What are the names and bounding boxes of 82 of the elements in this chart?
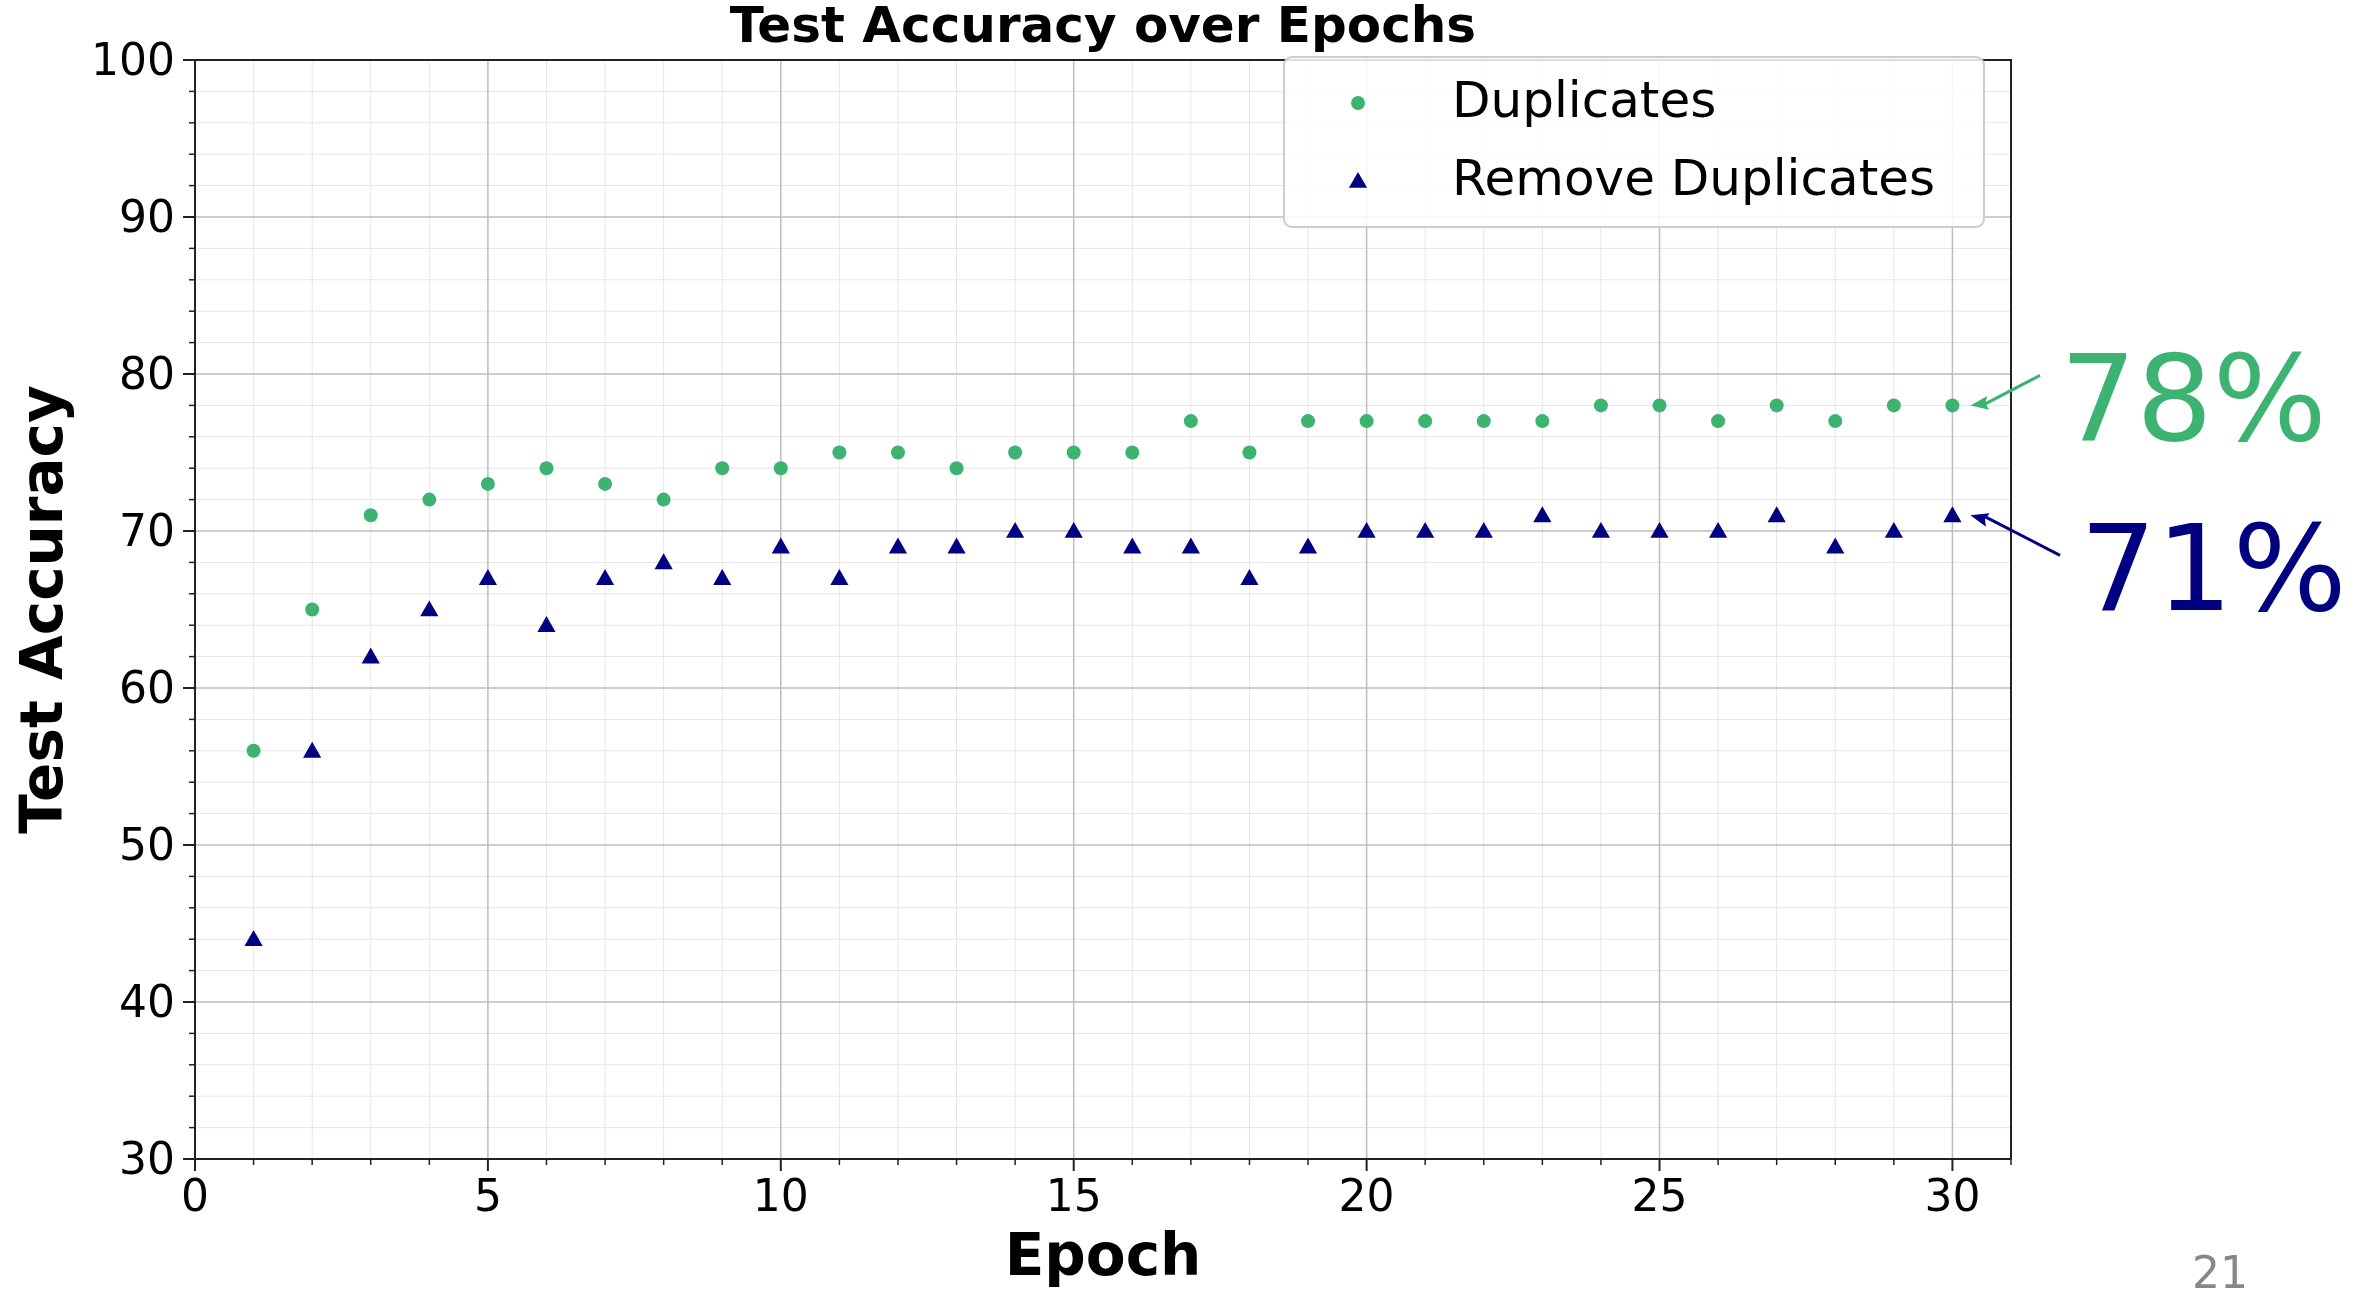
point — [598, 476, 613, 491]
point — [949, 461, 964, 476]
point — [1123, 537, 1142, 554]
point — [888, 537, 908, 554]
point — [1884, 521, 1903, 538]
point — [478, 569, 497, 585]
point — [1125, 445, 1140, 460]
point — [1006, 521, 1025, 538]
chart-title: Test Accuracy over Epochs — [729, 0, 1477, 54]
point — [1593, 398, 1608, 413]
y-tick-label: 50 — [119, 819, 175, 870]
point — [303, 741, 322, 758]
y-tick-label: 90 — [119, 191, 175, 242]
point — [773, 461, 788, 476]
point — [1301, 414, 1316, 429]
point — [1181, 537, 1200, 554]
point — [1008, 445, 1023, 460]
annotation: 71% — [2080, 499, 2347, 639]
point — [715, 461, 730, 476]
point — [595, 569, 615, 585]
y-tick-label: 70 — [119, 505, 175, 556]
point — [832, 445, 847, 460]
point — [1183, 414, 1198, 429]
point — [1826, 537, 1845, 554]
point — [363, 508, 378, 523]
point — [1535, 414, 1550, 429]
point — [1943, 506, 1962, 523]
point — [305, 602, 320, 617]
point — [1240, 569, 1259, 585]
legend-label: Remove Duplicates — [1452, 149, 1936, 207]
point — [1709, 521, 1728, 538]
y-tick-label: 80 — [119, 348, 175, 399]
point — [1591, 521, 1611, 538]
point — [361, 647, 380, 664]
x-tick-label: 15 — [1045, 1170, 1102, 1221]
x-tick-label: 30 — [1924, 1170, 1981, 1221]
point — [1769, 398, 1784, 413]
point — [1066, 445, 1081, 460]
point — [830, 569, 849, 585]
x-tick-label: 20 — [1338, 1170, 1395, 1221]
point — [1652, 398, 1667, 413]
point — [1357, 521, 1376, 538]
point — [1242, 445, 1257, 460]
point — [1476, 414, 1491, 429]
point — [656, 492, 671, 507]
point — [713, 569, 732, 585]
point — [1533, 506, 1552, 523]
point — [537, 616, 556, 633]
point — [947, 537, 966, 554]
y-tick-label: 40 — [119, 976, 175, 1027]
point — [1828, 414, 1843, 429]
x-axis-title: Epoch — [1004, 1221, 1202, 1289]
point — [246, 743, 261, 758]
point — [420, 600, 439, 617]
point — [1359, 414, 1374, 429]
point — [422, 492, 437, 507]
text: 21 — [2192, 1247, 2248, 1293]
point — [890, 445, 905, 460]
annotation: 78% — [2060, 329, 2327, 469]
point — [654, 553, 673, 570]
y-tick-label: 60 — [119, 662, 175, 713]
point — [1711, 414, 1726, 429]
x-tick-label: 25 — [1631, 1170, 1688, 1221]
y-tick-label: 30 — [119, 1133, 175, 1184]
point — [480, 476, 495, 491]
x-tick-label: 0 — [181, 1170, 209, 1221]
legend-label: Duplicates — [1452, 71, 1717, 129]
x-tick-label: 5 — [473, 1170, 502, 1221]
point — [1298, 537, 1318, 554]
x-tick-label: 10 — [752, 1170, 809, 1221]
point — [1416, 521, 1435, 538]
point — [771, 537, 790, 554]
point — [1767, 506, 1786, 523]
point — [1418, 414, 1433, 429]
point — [1650, 521, 1669, 538]
y-tick-label: 100 — [91, 34, 175, 85]
point — [1886, 398, 1901, 413]
point — [1945, 398, 1960, 413]
point — [539, 461, 554, 476]
point — [1064, 521, 1083, 538]
y-axis-title: Test Accuracy — [8, 385, 76, 834]
point — [1474, 521, 1493, 538]
